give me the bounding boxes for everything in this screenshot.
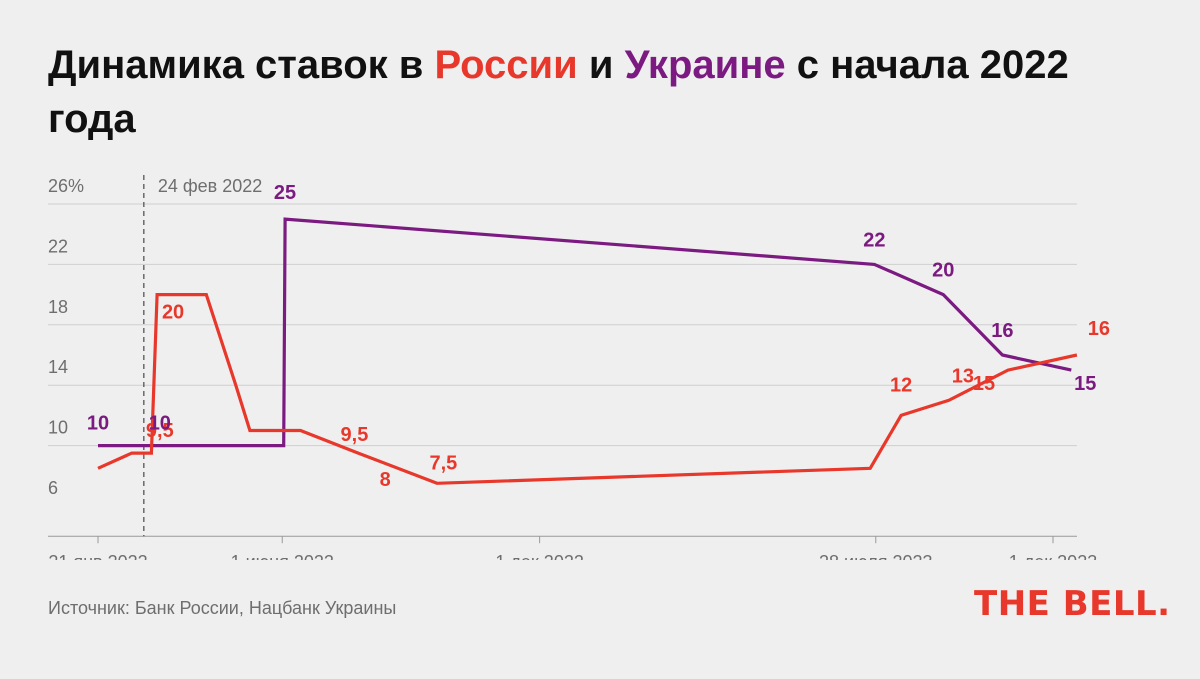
axis-labels: 26% 22 18 14 10 6 21 янв 2022 1 июня 2022 1 дек … [48,176,1097,560]
title-part-2: и [577,43,625,87]
russia-data-label: 13 [952,365,974,387]
ukraine-data-label: 25 [274,182,296,204]
series-group [97,217,1078,485]
russia-data-label: 7,5 [429,452,457,474]
x-tick-label: 1 дек 2023 [1009,552,1097,560]
russia-data-label: 9,5 [341,424,369,446]
ukraine-data-label: 16 [991,320,1013,342]
y-tick-label: 10 [48,418,68,438]
ukraine-data-label: 10 [149,413,171,435]
russia-rate-line [97,293,1078,485]
annotation-group: 24 фев 2022 [143,175,262,537]
x-tick-label: 28 июля 2023 [819,552,932,560]
title-russia: России [434,43,578,87]
russia-data-label: 8 [380,469,391,491]
x-tick-label: 21 янв 2022 [48,552,147,560]
title-part-3: с начала 2022 года [48,43,1069,141]
annotation-label: 24 фев 2022 [158,176,262,196]
ukraine-data-label: 15 [1074,373,1096,395]
russia-data-label: 15 [973,373,995,395]
ukraine-rate-line [98,217,1072,448]
russia-data-label: 12 [890,374,912,396]
source-note: Источник: Банк России, Нацбанк Украины [48,598,397,618]
y-tick-label: 6 [48,478,58,498]
russia-data-label: 9,5 [146,420,174,442]
y-tick-label: 26% [48,176,84,196]
title-part-1: Динамика ставок в [48,43,435,87]
y-tick-label: 22 [48,236,68,256]
line-chart: 24 фев 2022 26% 22 18 14 10 6 21 янв 2022 1 июн… [48,175,1110,560]
title-ukraine: Украине [624,43,786,87]
russia-data-label: 16 [1088,318,1110,340]
chart-title: Динамика ставок в России и Украине с нач… [48,38,1158,146]
x-tick-label: 1 июня 2022 [231,552,334,560]
y-tick-label: 18 [48,297,68,317]
ukraine-data-label: 22 [863,229,885,251]
russia-data-label: 20 [162,302,184,324]
ukraine-data-label: 10 [87,413,109,435]
grid-lines [48,203,1077,544]
ukraine-data-label: 20 [932,260,954,282]
the-bell-logo: THE BELL. [974,584,1171,624]
x-tick-label: 1 дек 2022 [495,552,583,560]
y-tick-label: 14 [48,357,68,377]
